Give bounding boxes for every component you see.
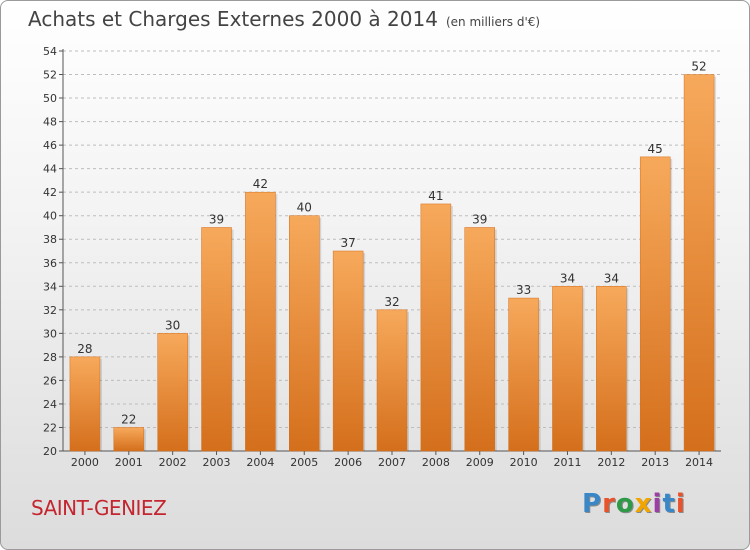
value-label: 39 — [472, 212, 487, 226]
bar-2013 — [639, 156, 671, 452]
logo-letter: i — [675, 489, 686, 519]
value-label: 40 — [297, 201, 312, 215]
y-tick-label: 52 — [43, 69, 57, 82]
bar-2008 — [420, 203, 452, 452]
x-tick-label: 2000 — [71, 456, 99, 469]
bar-2007 — [376, 309, 408, 452]
logo-letter: P — [582, 489, 603, 519]
bar-2012 — [596, 286, 627, 452]
value-label: 45 — [648, 142, 663, 156]
value-label: 28 — [77, 342, 92, 356]
logo-letter: o — [615, 489, 635, 519]
x-tick-label: 2003 — [203, 456, 231, 469]
value-label: 33 — [516, 283, 531, 297]
logo-letter: i — [652, 489, 663, 519]
town-name: SAINT-GENIEZ — [31, 496, 167, 520]
value-labels: 28 22 30 39 42 40 37 32 41 39 33 34 34 45 52 — [77, 60, 706, 427]
x-tick-label: 2008 — [422, 456, 450, 469]
x-tick-label: 2007 — [378, 456, 406, 469]
bar-2010 — [508, 297, 539, 452]
y-tick-label: 42 — [43, 186, 57, 199]
x-tick-label: 2014 — [685, 456, 713, 469]
x-tick-label: 2011 — [553, 456, 581, 469]
bar-2001 — [113, 427, 145, 452]
logo-letter: r — [602, 489, 616, 519]
value-label: 52 — [691, 60, 706, 74]
x-tick-label: 2005 — [290, 456, 318, 469]
x-tick-label: 2010 — [510, 456, 538, 469]
value-label: 41 — [428, 189, 443, 203]
bar-2002 — [157, 333, 188, 452]
value-label: 39 — [209, 212, 224, 226]
y-tick-label: 44 — [43, 163, 57, 176]
x-tick-label: 2012 — [597, 456, 625, 469]
logo-letter: x — [634, 489, 653, 519]
bars — [69, 74, 717, 452]
proxiti-logo[interactable]: Proxiti — [582, 489, 686, 519]
bar-2009 — [464, 227, 495, 452]
bar-2005 — [289, 215, 320, 452]
value-label: 30 — [165, 318, 180, 332]
y-tick-label: 46 — [43, 139, 57, 152]
x-tick-label: 2006 — [334, 456, 362, 469]
x-tick-label: 2002 — [159, 456, 187, 469]
y-tick-label: 22 — [43, 421, 57, 434]
x-tick-label: 2013 — [641, 456, 669, 469]
chart-title: Achats et Charges Externes 2000 à 2014 (e… — [28, 7, 540, 31]
y-tick-labels: 20 22 24 26 28 30 32 34 36 38 40 42 44 46 48 50 52 54 — [43, 45, 57, 458]
chart-title-text: Achats et Charges Externes 2000 à 2014 — [28, 7, 438, 31]
y-tick-label: 24 — [43, 398, 57, 411]
y-tick-label: 50 — [43, 92, 57, 105]
y-tick-label: 54 — [43, 45, 57, 58]
value-label: 42 — [253, 177, 268, 191]
bar-2003 — [201, 227, 232, 452]
x-tick-label: 2001 — [115, 456, 143, 469]
bar-2004 — [245, 191, 276, 452]
bar-2006 — [332, 250, 364, 452]
y-tick-label: 48 — [43, 116, 57, 129]
y-tick-label: 40 — [43, 210, 57, 223]
x-tick-label: 2004 — [246, 456, 274, 469]
y-tick-label: 26 — [43, 374, 57, 387]
chart-unit: (en milliers d'€) — [445, 15, 541, 29]
bar-2000 — [69, 356, 101, 452]
bar-2011 — [552, 286, 583, 452]
value-label: 32 — [384, 295, 399, 309]
value-label: 37 — [340, 236, 355, 250]
y-tick-label: 32 — [43, 304, 57, 317]
y-tick-label: 36 — [43, 257, 57, 270]
y-tick-label: 34 — [43, 280, 57, 293]
y-tick-label: 20 — [43, 445, 57, 458]
x-tick-label: 2009 — [466, 456, 494, 469]
logo-letter: t — [662, 489, 676, 519]
y-tick-label: 38 — [43, 233, 57, 246]
value-label: 34 — [560, 271, 575, 285]
bar-2014 — [683, 74, 715, 452]
y-tick-label: 28 — [43, 351, 57, 364]
y-tick-label: 30 — [43, 327, 57, 340]
x-tick-labels: 2000 2001 2002 2003 2004 2005 2006 2007 2008 2009… — [71, 456, 713, 469]
value-label: 22 — [121, 412, 136, 426]
value-label: 34 — [604, 271, 619, 285]
